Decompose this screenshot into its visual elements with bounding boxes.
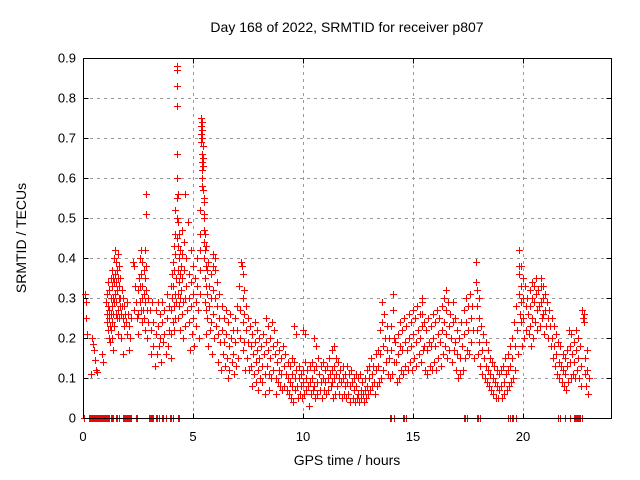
axis-ticks xyxy=(83,58,612,419)
x-tick-label: 15 xyxy=(406,429,420,444)
y-tick-label: 0 xyxy=(69,411,76,426)
x-axis-label: GPS time / hours xyxy=(293,452,401,468)
y-tick-label: 0.6 xyxy=(58,171,76,186)
y-tick-label: 0.9 xyxy=(58,51,76,66)
y-tick-label: 0.8 xyxy=(58,91,76,106)
x-tick-label: 5 xyxy=(189,429,196,444)
y-tick-label: 0.4 xyxy=(58,251,76,266)
y-tick-label: 0.2 xyxy=(58,331,76,346)
plot-border xyxy=(83,58,612,419)
chart-title: Day 168 of 2022, SRMTID for receiver p80… xyxy=(210,19,484,35)
y-tick-label: 0.5 xyxy=(58,211,76,226)
x-tick-label: 0 xyxy=(79,429,86,444)
y-tick-label: 0.3 xyxy=(58,291,76,306)
x-tick-label: 10 xyxy=(296,429,310,444)
y-axis-label: SRMTID / TECUs xyxy=(13,182,29,294)
y-tick-label: 0.7 xyxy=(58,131,76,146)
data-points xyxy=(81,63,593,422)
x-tick-label: 20 xyxy=(516,429,530,444)
y-tick-label: 0.1 xyxy=(58,371,76,386)
